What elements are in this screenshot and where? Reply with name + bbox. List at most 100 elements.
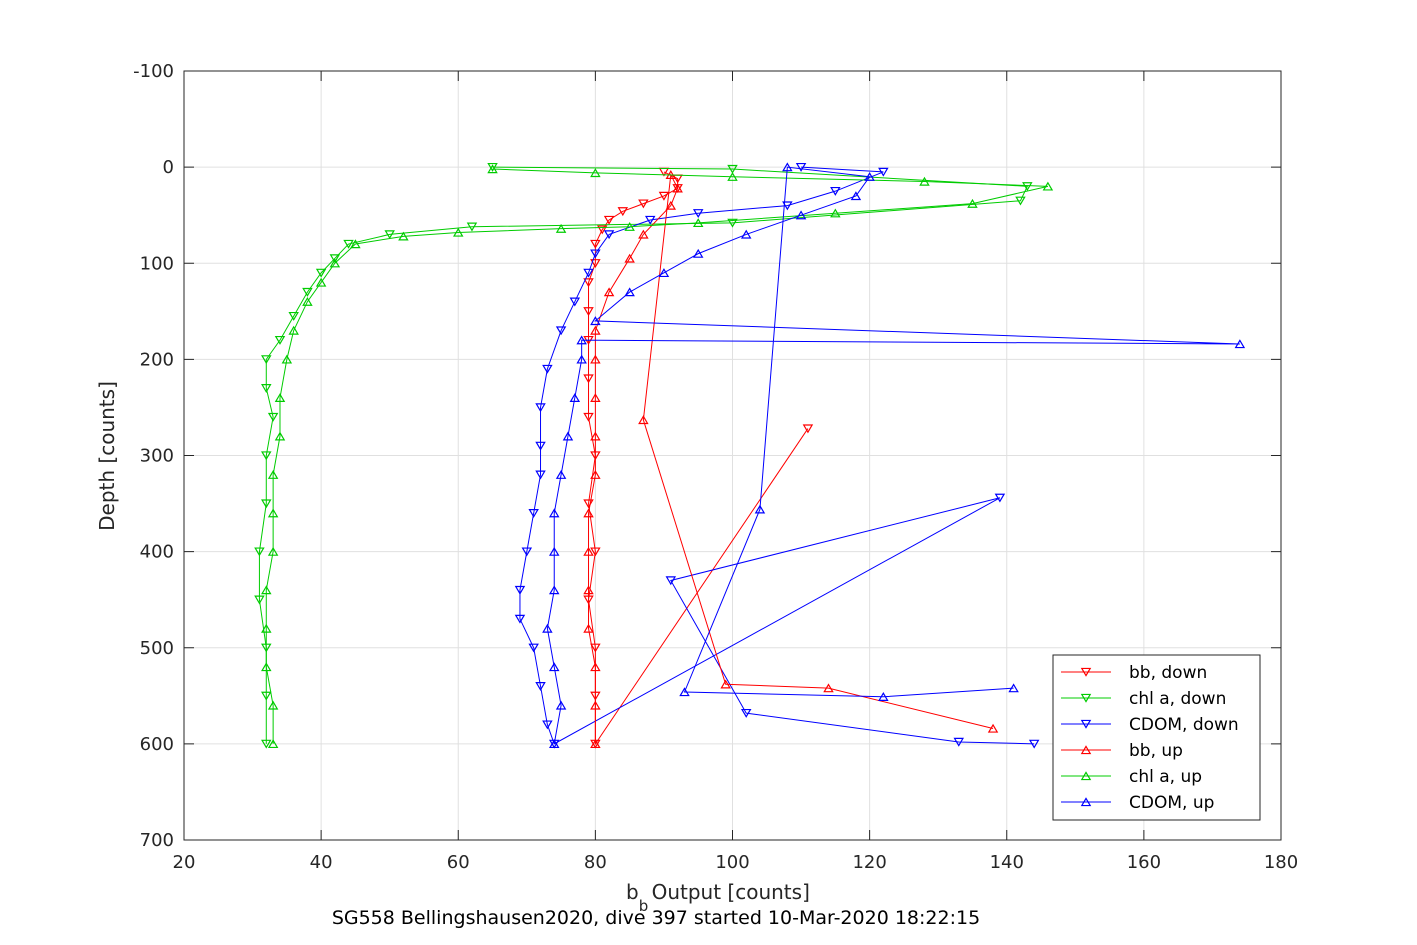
data-point xyxy=(590,662,601,672)
legend-label: chl a, up xyxy=(1129,767,1202,787)
data-point xyxy=(672,183,683,193)
data-point xyxy=(466,222,478,232)
data-point xyxy=(315,277,327,287)
data-point xyxy=(994,493,1006,503)
data-point xyxy=(590,700,601,710)
data-point xyxy=(288,311,299,321)
data-point xyxy=(576,335,587,345)
data-point xyxy=(569,393,581,402)
legend-marker xyxy=(1080,771,1092,781)
data-point xyxy=(254,595,265,605)
data-point xyxy=(267,739,279,749)
data-point xyxy=(521,547,533,557)
data-point xyxy=(542,720,553,730)
data-point xyxy=(261,451,272,461)
caption: SG558 Bellingshausen2020, dive 397 start… xyxy=(332,907,980,929)
data-point xyxy=(590,259,601,269)
data-point xyxy=(679,687,690,697)
y-tick-label: 200 xyxy=(140,349,174,370)
legend-marker xyxy=(1080,693,1092,703)
legend[interactable]: bb, down chl a, down CDOM, down bb, up chl a… xyxy=(1052,654,1261,821)
data-point xyxy=(658,191,670,201)
data-point xyxy=(590,316,601,326)
data-point xyxy=(548,739,560,749)
y-tick-label: 0 xyxy=(163,157,174,178)
data-point xyxy=(528,643,539,653)
data-point xyxy=(638,199,649,209)
y-tick-label: 300 xyxy=(140,446,174,467)
x-tick-label: 140 xyxy=(990,852,1024,873)
data-point xyxy=(274,431,286,441)
x-axis-label-rest: Output [counts] xyxy=(645,880,810,904)
legend-entry: CDOM, up xyxy=(1061,793,1214,813)
data-point xyxy=(1234,339,1246,349)
data-point xyxy=(878,167,889,177)
series-layer xyxy=(254,162,1246,749)
data-point xyxy=(535,682,546,691)
data-point xyxy=(555,469,567,479)
x-tick-label: 120 xyxy=(852,852,886,873)
legend-marker xyxy=(1080,797,1092,807)
data-point xyxy=(329,258,341,268)
data-point xyxy=(590,739,601,749)
data-point xyxy=(727,218,738,228)
data-point xyxy=(1022,182,1033,192)
data-point xyxy=(1008,683,1019,693)
data-point xyxy=(514,585,526,595)
data-point xyxy=(665,200,677,210)
data-point xyxy=(514,614,526,624)
data-point xyxy=(692,248,704,258)
data-point xyxy=(267,700,279,710)
data-point xyxy=(281,354,293,364)
data-point xyxy=(555,326,567,336)
series-line xyxy=(265,168,1048,744)
data-point xyxy=(254,547,265,557)
data-point xyxy=(590,239,601,249)
y-tick-label: 400 xyxy=(140,542,174,563)
series-cdom-down xyxy=(514,162,1040,749)
series-chl-a-down xyxy=(254,162,1033,749)
data-point xyxy=(638,415,649,425)
data-point xyxy=(740,229,752,239)
y-tick-label: 500 xyxy=(140,638,174,659)
data-point xyxy=(261,691,272,701)
data-point xyxy=(583,374,594,384)
data-point xyxy=(740,708,752,718)
data-point xyxy=(583,412,594,422)
legend-marker xyxy=(1080,719,1092,729)
data-point xyxy=(850,191,862,201)
x-axis-label-main: b xyxy=(626,880,639,904)
data-point xyxy=(1015,196,1026,206)
data-point xyxy=(583,623,594,633)
legend-entry: CDOM, down xyxy=(1061,715,1239,735)
legend-label: bb, down xyxy=(1129,663,1207,683)
legend-marker xyxy=(1080,745,1092,755)
data-point xyxy=(487,164,498,174)
data-point xyxy=(617,207,629,217)
data-point xyxy=(261,585,272,595)
x-axis-label-sub: b xyxy=(639,897,649,915)
data-point xyxy=(548,546,560,556)
data-point xyxy=(782,201,793,211)
data-point xyxy=(267,469,279,479)
data-point xyxy=(302,287,313,297)
series-chl-a-up xyxy=(261,164,1054,749)
data-point xyxy=(692,218,704,228)
legend-box xyxy=(1052,654,1261,821)
data-point xyxy=(782,162,793,172)
y-tick-label: 700 xyxy=(140,830,174,851)
data-point xyxy=(562,431,574,441)
data-point xyxy=(1028,739,1040,749)
data-point xyxy=(261,623,272,633)
data-point xyxy=(261,499,272,509)
data-point xyxy=(542,364,553,374)
y-tick-label: 100 xyxy=(140,253,174,274)
data-point xyxy=(343,239,354,249)
data-point xyxy=(720,679,731,689)
data-point xyxy=(644,215,656,225)
data-point xyxy=(453,227,464,237)
data-point xyxy=(830,208,841,218)
data-point xyxy=(590,393,601,402)
data-point xyxy=(1042,181,1054,191)
data-point xyxy=(638,229,649,239)
